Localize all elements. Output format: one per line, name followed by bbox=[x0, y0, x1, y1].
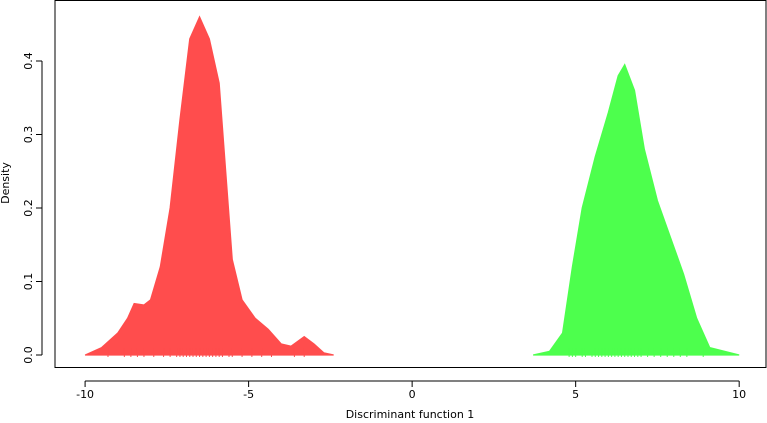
plot-box bbox=[54, 0, 767, 368]
y-tick-label: 0.4 bbox=[22, 52, 35, 69]
y-tick-label: 0.0 bbox=[22, 346, 35, 364]
x-tick-label: -10 bbox=[76, 388, 94, 401]
y-tick-label: 0.2 bbox=[22, 199, 35, 217]
x-tick-label: 10 bbox=[732, 388, 746, 401]
x-tick-label: 5 bbox=[572, 388, 579, 401]
y-tick-label: 0.1 bbox=[22, 273, 35, 291]
x-axis-label: Discriminant function 1 bbox=[346, 408, 475, 421]
y-axis-label: Density bbox=[0, 162, 12, 204]
y-tick-label: 0.3 bbox=[22, 126, 35, 144]
density-area bbox=[84, 15, 334, 356]
x-tick-label: 0 bbox=[409, 388, 416, 401]
x-tick-label: -5 bbox=[243, 388, 254, 401]
density-area bbox=[533, 63, 740, 356]
